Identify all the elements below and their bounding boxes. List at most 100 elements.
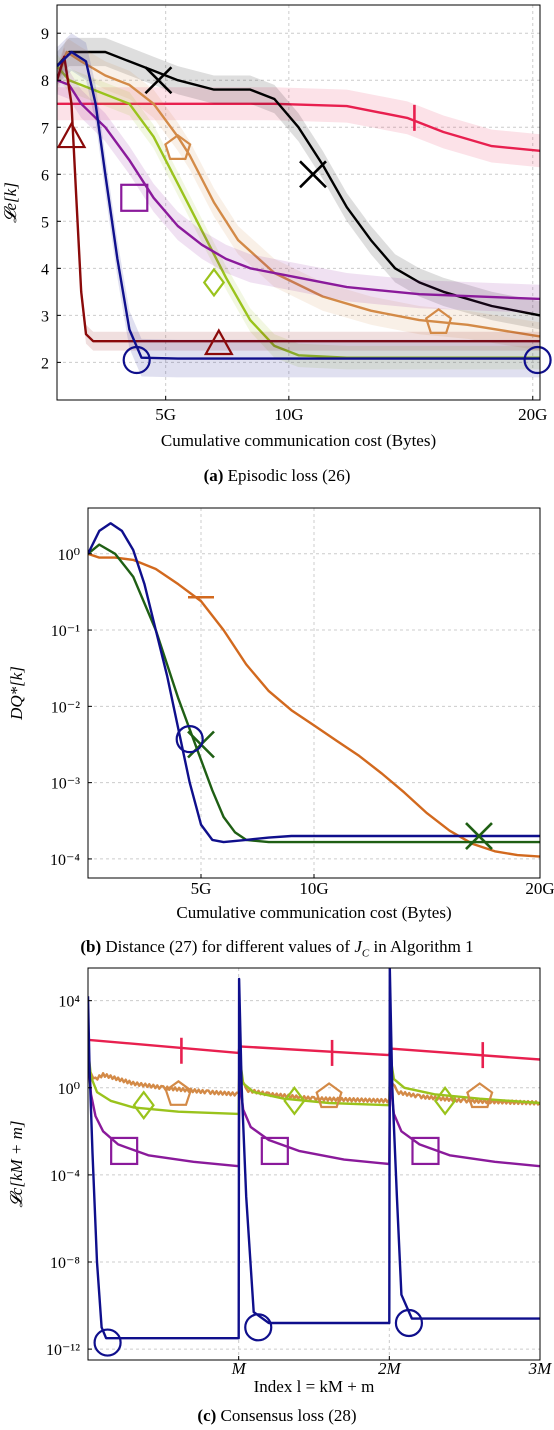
series-marker	[93, 1328, 122, 1357]
plot-area	[57, 33, 540, 378]
y-tick-label: 10⁻⁴	[50, 852, 80, 869]
series-line	[88, 1048, 540, 1116]
series-line	[88, 543, 540, 844]
caption-b-text: Distance (27) for different values of	[105, 937, 351, 956]
caption-a: (a) Episodic loss (26)	[0, 466, 554, 486]
y-tick-label: 7	[41, 120, 49, 137]
x-tick-label: 2M	[378, 1359, 402, 1378]
y-tick-label: 10⁻¹²	[46, 1342, 80, 1359]
y-tick-label: 3	[41, 308, 49, 325]
series-marker	[132, 1090, 155, 1121]
caption-a-text: Episodic loss (26)	[227, 466, 351, 485]
episodic-loss-chart: 5G 10G 20G 2 3 4 5 6 7 8 9 Cumulative communication…	[1, 4, 552, 450]
series-line	[57, 65, 540, 359]
x-tick-label: 3M	[528, 1359, 553, 1378]
grid	[88, 968, 541, 1360]
caption-b-symbol: J	[354, 937, 362, 956]
series-marker	[315, 1082, 343, 1109]
series-line	[88, 968, 540, 1340]
series-marker	[203, 328, 234, 356]
series-band	[57, 37, 540, 351]
caption-b-label: (b)	[80, 937, 102, 956]
y-tick-label: 10⁰	[58, 547, 80, 564]
y-tick-label: 10⁰	[58, 1081, 80, 1098]
y-tick-label: 2	[41, 355, 49, 372]
y-tick-label: 4	[41, 261, 49, 278]
series-band	[57, 87, 540, 168]
y-axis-label: 𝓛c[kM + m]	[7, 1120, 26, 1207]
x-tick-label: 20G	[518, 405, 547, 424]
series-band	[57, 37, 540, 330]
y-tick-label: 10⁻⁴	[50, 1168, 80, 1185]
consensus-loss-chart: M 2M 3M 10⁴ 10⁰ 10⁻⁴ 10⁻⁸ 10⁻¹² Index l = kM + m…	[7, 967, 553, 1396]
caption-b-tail: in Algorithm 1	[373, 937, 474, 956]
series-marker	[244, 1313, 273, 1342]
plot-frame	[56, 4, 541, 401]
grid	[88, 508, 541, 878]
x-axis-label: Index l = kM + m	[254, 1377, 375, 1396]
y-tick-label: 5	[41, 214, 49, 231]
markers	[56, 66, 552, 375]
distance-chart: 5G 10G 20G 10⁰ 10⁻¹ 10⁻² 10⁻³ 10⁻⁴ Cumulative co…	[7, 507, 554, 922]
series-marker	[465, 822, 493, 850]
markers	[175, 595, 493, 850]
x-axis-label: Cumulative communication cost (Bytes)	[176, 903, 451, 922]
series-marker	[523, 345, 552, 375]
series-line	[57, 55, 540, 343]
caption-c-text: Consensus loss (28)	[220, 1406, 357, 1425]
series-band	[57, 33, 540, 378]
x-tick-label: 10G	[299, 879, 328, 898]
series-marker	[144, 66, 173, 95]
series-marker	[394, 1308, 424, 1338]
series-band	[57, 54, 540, 370]
series-line	[57, 50, 540, 317]
y-tick-label: 10⁻¹	[51, 623, 80, 640]
y-tick-label: 8	[41, 73, 49, 90]
x-tick-label: 5G	[191, 879, 212, 898]
caption-c: (c) Consensus loss (28)	[0, 1406, 554, 1426]
plot-area	[88, 522, 540, 858]
y-tick-label: 10⁴	[58, 994, 80, 1011]
series-marker	[260, 1136, 289, 1166]
plot-frame	[87, 967, 541, 1361]
panel-distance: 5G 10G 20G 10⁰ 10⁻¹ 10⁻² 10⁻³ 10⁻⁴ Cumulative co…	[0, 500, 554, 960]
series-line	[57, 79, 540, 301]
markers	[93, 1037, 494, 1357]
y-tick-label: 9	[41, 26, 49, 43]
plot-area	[88, 968, 540, 1340]
series-line	[57, 50, 540, 338]
x-tick-label: 20G	[525, 879, 554, 898]
series-marker	[433, 1086, 457, 1116]
series-band	[57, 66, 540, 313]
series-marker	[175, 725, 204, 754]
series-marker	[424, 308, 453, 334]
series-line	[88, 522, 540, 844]
y-tick-label: 10⁻⁸	[50, 1255, 80, 1272]
y-tick-label: 6	[41, 167, 49, 184]
x-axis-label: Cumulative communication cost (Bytes)	[161, 431, 436, 450]
series-marker	[56, 121, 87, 149]
y-axis-label: DQ*[k]	[7, 666, 26, 721]
series-marker	[122, 345, 151, 375]
caption-a-label: (a)	[203, 466, 224, 485]
series-marker	[164, 1079, 193, 1106]
series-line	[57, 50, 540, 360]
series-marker	[411, 1136, 440, 1166]
x-tick-label: M	[231, 1359, 247, 1378]
y-axis-label: 𝓛e[k]	[1, 182, 20, 223]
series-marker	[164, 134, 192, 160]
x-tick-label: 10G	[274, 405, 303, 424]
series-marker	[466, 1082, 494, 1109]
y-tick-label: 10⁻²	[51, 699, 80, 716]
series-marker	[110, 1136, 139, 1166]
series-marker	[202, 267, 226, 298]
series-marker	[283, 1086, 306, 1116]
caption-b-symbol-sub: C	[361, 947, 370, 960]
series-marker	[120, 183, 149, 212]
panel-consensus-loss: M 2M 3M 10⁴ 10⁰ 10⁻⁴ 10⁻⁸ 10⁻¹² Index l = kM + m…	[0, 960, 554, 1430]
y-tick-label: 10⁻³	[51, 776, 80, 793]
series-marker	[299, 160, 327, 189]
panel-episodic-loss: 5G 10G 20G 2 3 4 5 6 7 8 9 Cumulative communication…	[0, 0, 554, 500]
series-line	[88, 1037, 540, 1061]
x-tick-label: 5G	[155, 405, 176, 424]
